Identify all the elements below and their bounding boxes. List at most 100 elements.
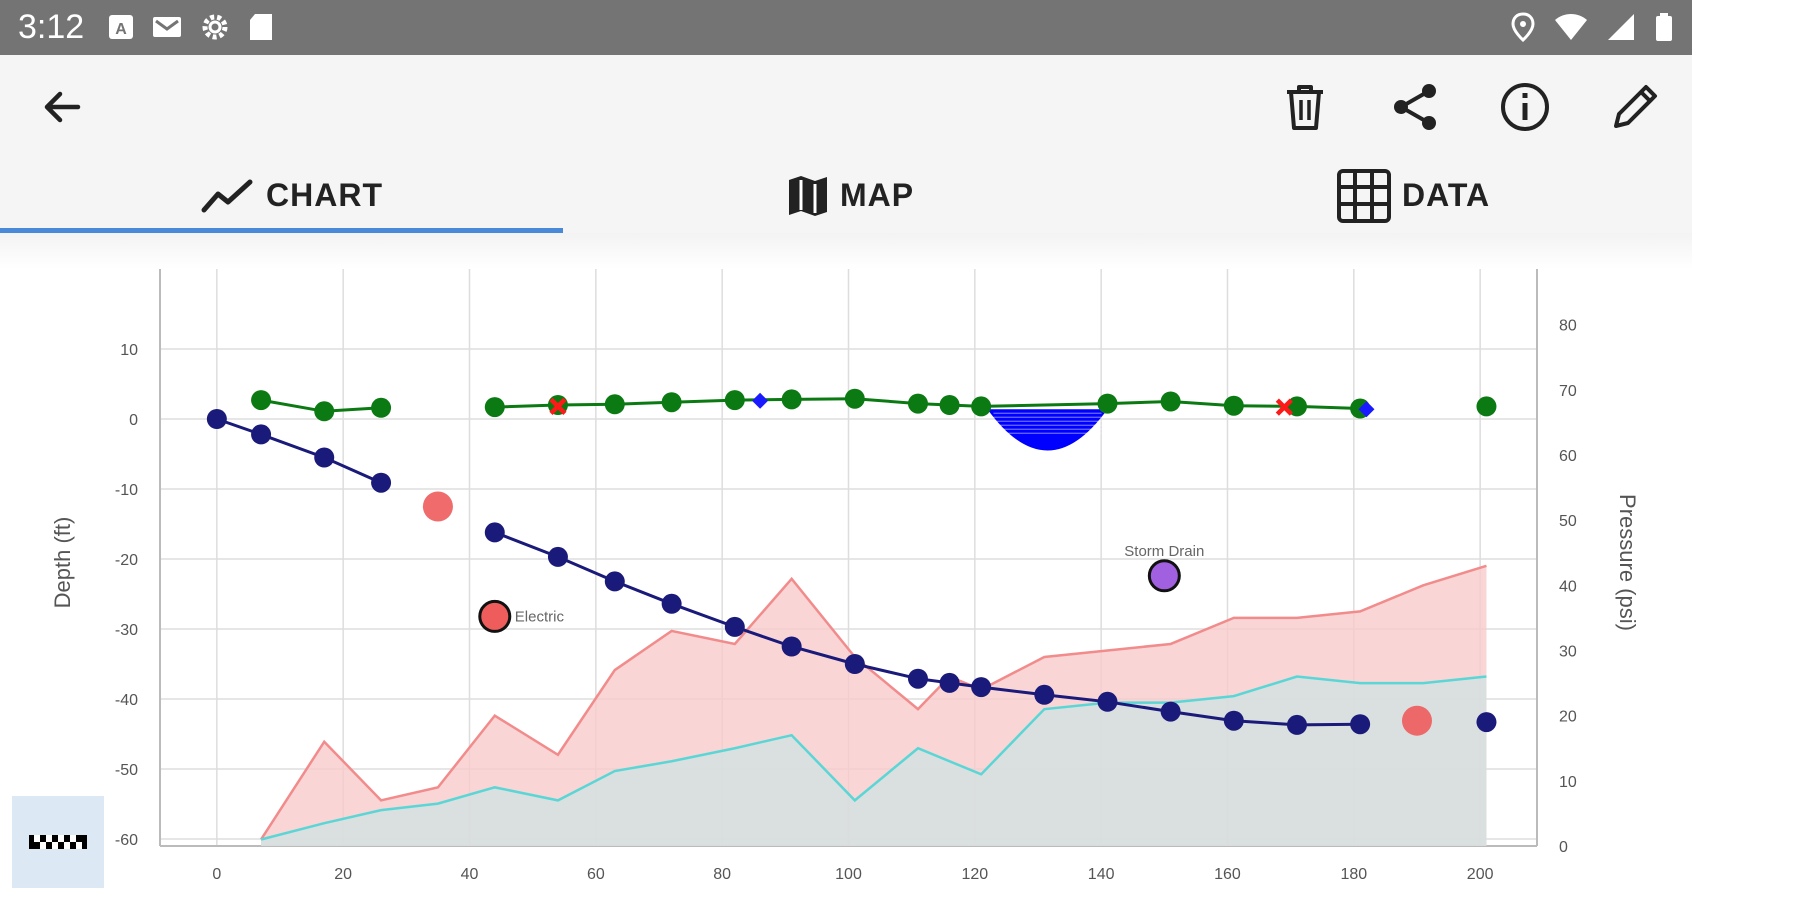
x-tick-label: 100 [835,866,862,883]
edit-icon [1614,85,1657,128]
ground-series-point [844,388,865,409]
share-button[interactable] [1385,77,1445,137]
x-tick-label: 80 [713,866,731,883]
y-tick-label: -30 [115,622,138,639]
depth-series-point [1286,714,1307,735]
utility-marker [1401,705,1432,736]
labeled-utility-marker [1147,559,1181,593]
ground-series-point [1476,396,1497,417]
depth-series-point [907,668,928,689]
depth-series-point [661,593,682,614]
tab-bar: CHART MAP DATA [0,158,1692,233]
ground-series-point [971,396,992,417]
back-button[interactable] [32,77,92,137]
chart-line-icon [201,179,253,212]
tab-map-label: MAP [840,177,915,213]
y-tick-label: 10 [120,342,138,359]
y-tick-label: 0 [129,412,138,429]
ground-series-point [1097,393,1118,414]
share-icon [1394,84,1436,130]
delete-button[interactable] [1275,77,1335,137]
x-tick-label: 120 [961,866,988,883]
tab-bar-shadow [0,233,1692,269]
y2-tick-label: 20 [1559,709,1577,726]
status-system-icons [1510,12,1674,42]
depth-series-point [1223,710,1244,731]
ground-series-point [251,390,272,411]
tab-selected-indicator [0,228,563,233]
ground-series-point [724,390,745,411]
y2-tick-label: 50 [1559,513,1577,530]
x-tick-label: 140 [1088,866,1115,883]
ground-series-point [1223,395,1244,416]
ground-series-point [1160,391,1181,412]
depth-series-point [724,616,745,637]
y2-tick-label: 40 [1559,578,1577,595]
y-tick-label: -50 [115,762,138,779]
x-tick-label: 180 [1340,866,1367,883]
chart-area: Electric Storm Drain 0 20 40 60 80 100 120 140 160… [0,269,1692,900]
edit-button[interactable] [1605,77,1665,137]
water-body [987,409,1108,451]
red-x-marker [1275,398,1293,416]
location-icon [1511,12,1535,42]
battery-icon [1656,13,1672,41]
tab-data[interactable]: DATA [1336,158,1490,233]
x-tick-label: 0 [212,866,221,883]
x-tick-label: 20 [334,866,352,883]
depth-series-point [844,654,865,674]
y2-tick-label: 30 [1559,643,1577,660]
sd-card-icon [250,14,272,40]
ground-series-point [484,397,505,418]
y2-tick-label: 70 [1559,383,1577,400]
tab-data-label: DATA [1402,177,1491,213]
grid-icon [1337,168,1391,223]
legend-toggle-button[interactable] [12,796,104,888]
pressure-b-line [260,675,1487,841]
y-axis-title: Depth (ft) [50,517,75,609]
ground-series-point [604,394,625,415]
ground-series-point [781,389,802,410]
y2-tick-label: 80 [1559,318,1577,335]
signal-icon [1608,14,1634,40]
y-tick-label: -40 [115,692,138,709]
y-tick-label: -60 [115,832,138,849]
depth-series-point [314,447,335,468]
ground-series-point [314,401,335,422]
tab-chart[interactable]: CHART [200,158,383,233]
depth-series-point [939,672,960,693]
depth-series-point [971,677,992,698]
depth-series-point [547,546,568,567]
depth-series-point [1097,691,1118,712]
utility-label: Electric [515,608,565,625]
blue-diamond-marker [1358,401,1375,418]
labeled-utility-marker [478,599,512,633]
status-bar: 3:12 A [0,0,1692,55]
depth-series-point [1476,712,1497,733]
map-icon [789,175,827,216]
arrow-back-icon [44,91,81,123]
depth-series-point [604,571,625,592]
x-tick-label: 160 [1214,866,1241,883]
svg-text:A: A [115,21,127,38]
pressure-b-area [261,676,1487,846]
status-notification-icons: A [108,12,274,42]
ground-series-point [661,392,682,413]
depth-series-point [251,424,272,445]
depth-series-line [494,531,1361,727]
status-time: 3:12 [18,8,85,46]
y2-axis-title: Pressure (psi) [1615,494,1640,631]
depth-series-point [484,522,505,543]
ground-series-point [907,393,928,414]
mail-icon [153,17,181,37]
y2-tick-label: 0 [1559,839,1568,856]
depth-series-point [371,472,392,493]
tab-map[interactable]: MAP [786,158,914,233]
x-tick-label: 60 [587,866,605,883]
red-x-marker [549,397,567,415]
info-button[interactable] [1495,77,1555,137]
x-tick-label: 200 [1467,866,1494,883]
app-notification-icon: A [109,15,133,39]
wifi-icon [1555,14,1587,40]
